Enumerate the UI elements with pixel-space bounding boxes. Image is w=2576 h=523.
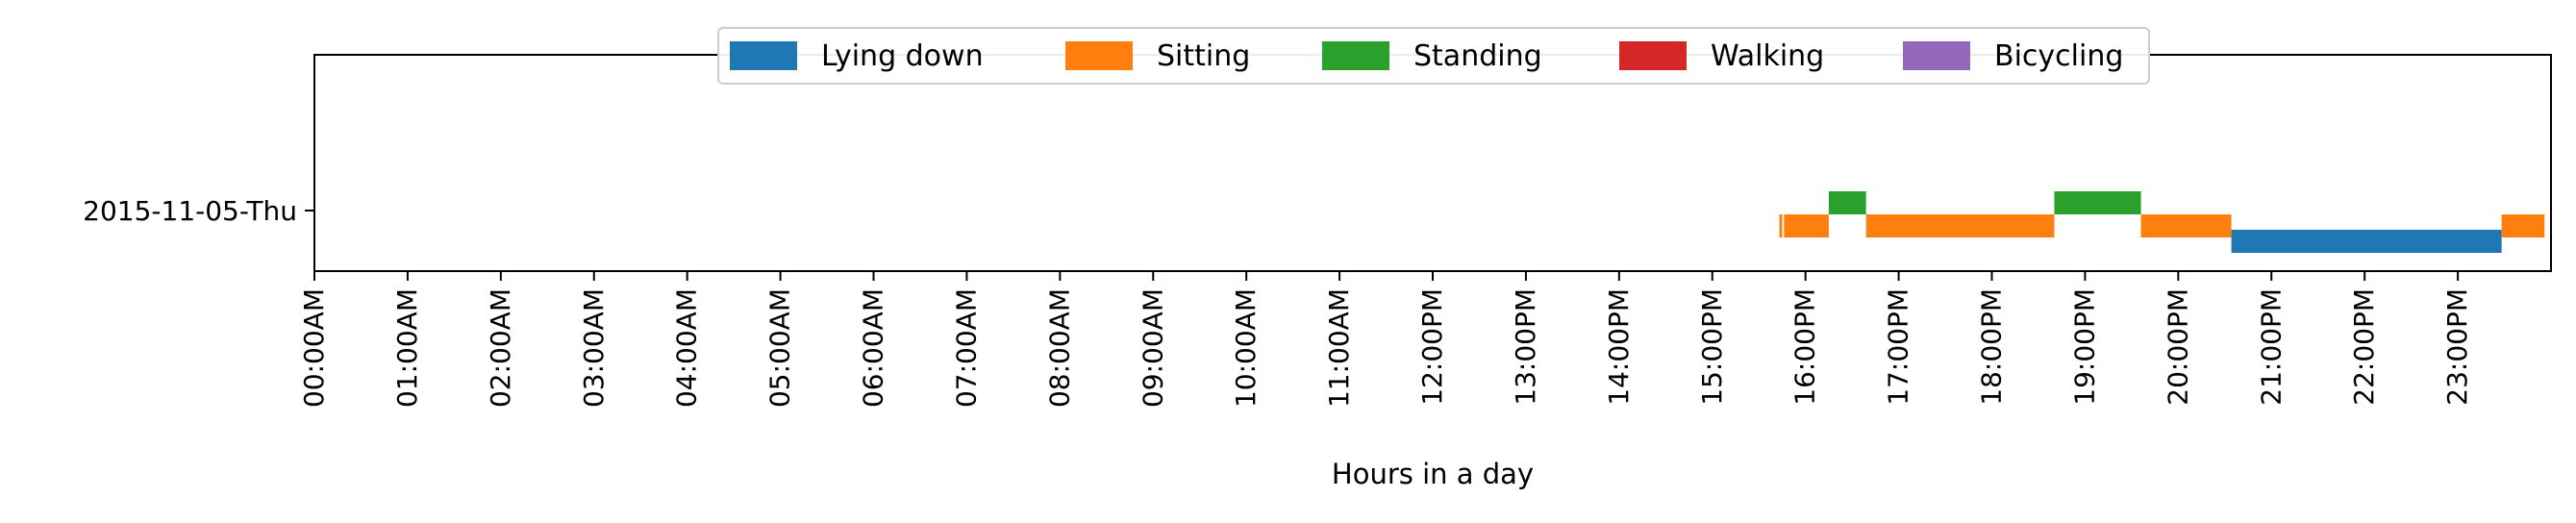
x-tick-label: 09:00AM	[1137, 288, 1168, 408]
x-tick-label: 04:00AM	[671, 288, 703, 408]
x-tick-label: 20:00PM	[2162, 288, 2193, 406]
x-tick-label: 22:00PM	[2348, 288, 2380, 406]
segment-sitting-0	[1779, 214, 1783, 237]
segment-standing-4	[2054, 191, 2141, 214]
legend-swatch-bicycling	[1903, 41, 1970, 70]
x-tick-label: 14:00PM	[1603, 288, 1635, 406]
x-tick-label: 16:00PM	[1789, 288, 1821, 406]
x-tick-label: 13:00PM	[1510, 288, 1541, 406]
x-tick-label: 17:00PM	[1883, 288, 1914, 406]
x-tick-label: 01:00AM	[391, 288, 423, 408]
x-tick-label: 12:00PM	[1416, 288, 1448, 406]
x-tick-label: 10:00AM	[1230, 288, 1262, 408]
x-axis-label: Hours in a day	[1332, 458, 1534, 490]
segment-sitting-5	[2140, 214, 2232, 237]
legend-label-bicycling: Bicycling	[1994, 39, 2123, 73]
x-tick-label: 00:00AM	[298, 288, 330, 408]
x-tick-label: 03:00AM	[578, 288, 610, 408]
x-tick-label: 11:00AM	[1323, 288, 1355, 408]
x-tick-label: 07:00AM	[950, 288, 982, 408]
legend-label-standing: Standing	[1413, 39, 1542, 73]
segment-sitting-3	[1865, 214, 2055, 237]
y-axis: 2015-11-05-Thu	[83, 195, 314, 227]
x-tick-label: 21:00PM	[2255, 288, 2287, 406]
legend-swatch-standing	[1322, 41, 1389, 70]
segment-lying-down-6	[2231, 230, 2502, 253]
segments-layer	[1779, 191, 2545, 253]
legend-label-lying-down: Lying down	[821, 39, 984, 73]
legend-swatch-sitting	[1065, 41, 1133, 70]
x-tick-label: 15:00PM	[1696, 288, 1728, 406]
y-tick-label: 2015-11-05-Thu	[83, 195, 297, 227]
x-tick-label: 02:00AM	[485, 288, 516, 408]
legend-swatch-lying-down	[730, 41, 797, 70]
x-tick-label: 23:00PM	[2441, 288, 2473, 406]
legend-label-walking: Walking	[1711, 39, 1824, 73]
segment-sitting-1	[1784, 214, 1829, 237]
segment-standing-2	[1828, 191, 1866, 214]
legend-swatch-walking	[1619, 41, 1687, 70]
plot-frame	[313, 54, 2552, 272]
x-axis: 00:00AM 01:00AM 02:00AM 03:00AM 04:00AM 05:00…	[298, 271, 2473, 408]
legend-label-sitting: Sitting	[1157, 39, 1250, 73]
x-tick-label: 06:00AM	[858, 288, 889, 408]
segment-sitting-7	[2501, 214, 2545, 237]
x-tick-label: 08:00AM	[1043, 288, 1075, 408]
x-tick-label: 05:00AM	[764, 288, 796, 408]
x-tick-label: 19:00PM	[2068, 288, 2100, 406]
x-tick-label: 18:00PM	[1976, 288, 2008, 406]
legend: Lying down Sitting Standing Walking Bicyclin…	[717, 27, 2150, 85]
